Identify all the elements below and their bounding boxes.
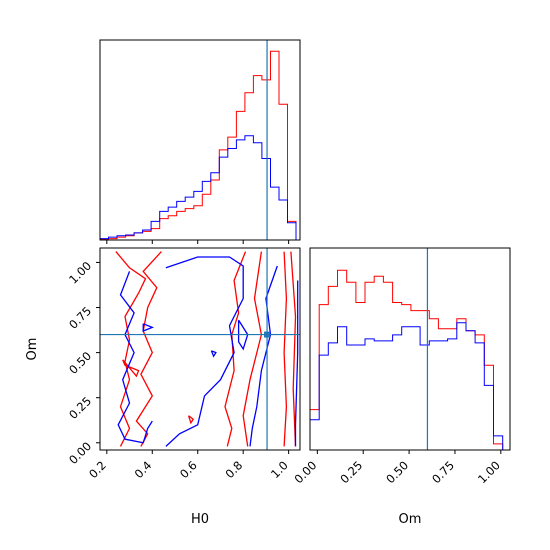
- contour-line-11: [249, 265, 278, 447]
- contour-line-12: [294, 280, 299, 447]
- om-y-tick-label-1: 0.00: [66, 439, 94, 467]
- contour-line-1: [115, 251, 147, 447]
- om-x-tick-label-4: 0.75: [429, 458, 457, 486]
- contour-line-7: [290, 251, 297, 447]
- om-histogram-series-2: [309, 322, 504, 450]
- om-y-tick-label-5: 1.00: [66, 259, 94, 287]
- h0-histogram-plot-area: [99, 40, 297, 240]
- h0-histogram-frame: [99, 39, 301, 241]
- om-y-tick-label-4: 0.75: [66, 304, 94, 332]
- contour-line-8: [187, 415, 195, 425]
- om-x-tick-label-5: 1.00: [475, 458, 503, 486]
- joint-contours: [115, 251, 299, 447]
- joint-frame: [99, 247, 301, 451]
- om-y-tick-label-3: 0.50: [66, 349, 94, 377]
- om-histogram-panel: 0.00 0.25 0.50 0.75 1.00 Om: [291, 247, 511, 527]
- joint-panel: 0.2 0.4 0.6 0.8 1.0 0.00 0.25 0.50 0.75 1.00 H0 O…: [25, 247, 301, 527]
- h0-histogram-series-1: [99, 50, 297, 240]
- h0-x-tick-label-4: 0.8: [222, 458, 245, 481]
- h0-x-axis-label: H0: [191, 512, 209, 527]
- om-x-tick-label-2: 0.25: [337, 458, 365, 486]
- h0-x-tick-label-3: 0.6: [177, 458, 200, 481]
- contour-line-9: [117, 271, 153, 444]
- h0-histogram-panel: [99, 39, 301, 244]
- om-y-axis-label: Om: [25, 338, 40, 361]
- h0-x-tick-label-2: 0.4: [132, 458, 155, 481]
- truth-marker: [264, 331, 271, 338]
- joint-contour-plot-area: [100, 248, 300, 450]
- om-x-tick-label-1: 0.00: [291, 458, 319, 486]
- contour-line-5: [242, 251, 263, 447]
- om-y-tick-label-2: 0.25: [66, 394, 94, 422]
- contour-line-2: [135, 251, 162, 447]
- h0-histogram-series-2: [99, 135, 297, 240]
- h0-x-tick-label-1: 0.2: [86, 458, 109, 481]
- contour-line-4: [224, 251, 247, 447]
- h0-x-tick-label-5: 1.0: [268, 458, 291, 481]
- contour-line-3: [122, 359, 140, 378]
- om-histogram-frame: [309, 247, 511, 451]
- om-x-axis-label: Om: [399, 512, 422, 527]
- om-histogram-plot-area: [309, 248, 504, 450]
- om-histogram-series-1: [309, 269, 504, 450]
- om-histogram-ticks: 0.00 0.25 0.50 0.75 1.00: [291, 450, 503, 486]
- contour-line-13: [142, 323, 155, 332]
- contour-line-10: [165, 256, 244, 447]
- h0-histogram-ticks: [106, 240, 290, 244]
- contour-line-14: [210, 350, 217, 358]
- contour-line-6: [283, 251, 288, 447]
- om-x-tick-label-3: 0.50: [383, 458, 411, 486]
